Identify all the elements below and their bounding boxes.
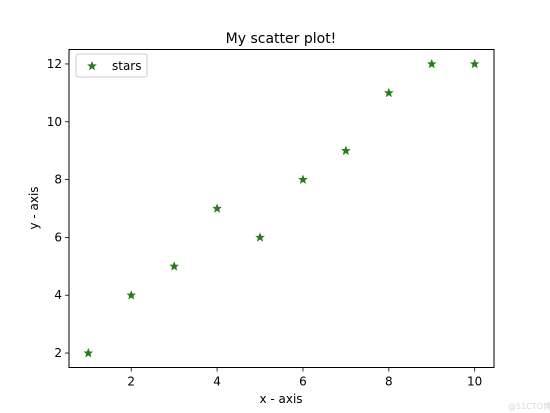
watermark: @51CTO博客	[508, 401, 550, 411]
plot-area-frame	[68, 49, 495, 368]
y-tick-label: 6	[54, 230, 62, 244]
x-tick-label: 4	[213, 375, 221, 389]
scatter-point-star	[169, 261, 179, 271]
scatter-point-star	[470, 59, 480, 69]
scatter-point-star	[384, 88, 394, 97]
y-tick-label: 8	[54, 173, 62, 187]
legend: stars	[75, 53, 148, 78]
y-axis-label: y - axis	[27, 186, 41, 229]
legend-box	[75, 53, 148, 78]
y-tick-label: 4	[54, 288, 62, 302]
scatter-point-star	[427, 59, 437, 69]
scatter-point-star	[212, 203, 222, 213]
x-tick-label: 6	[299, 375, 307, 389]
x-axis-label: x - axis	[259, 392, 302, 406]
legend-label: stars	[112, 59, 142, 73]
scatter-point-star	[83, 348, 93, 358]
y-tick-label: 10	[47, 115, 62, 129]
scatter-point-star	[255, 232, 265, 242]
y-tick-label: 2	[54, 346, 62, 360]
x-axis-ticks: 2 4 6 8 10	[127, 367, 482, 389]
y-axis-ticks: 2 4 6 8 10 12	[47, 57, 69, 360]
chart-title: My scatter plot!	[226, 31, 337, 47]
scatter-point-star	[341, 145, 351, 155]
x-tick-label: 8	[385, 375, 393, 389]
scatter-point-star	[298, 174, 308, 184]
x-tick-label: 10	[467, 375, 482, 389]
scatter-point-star	[126, 290, 136, 300]
scatter-points	[83, 59, 480, 358]
x-tick-label: 2	[127, 375, 135, 389]
y-tick-label: 12	[47, 57, 62, 71]
